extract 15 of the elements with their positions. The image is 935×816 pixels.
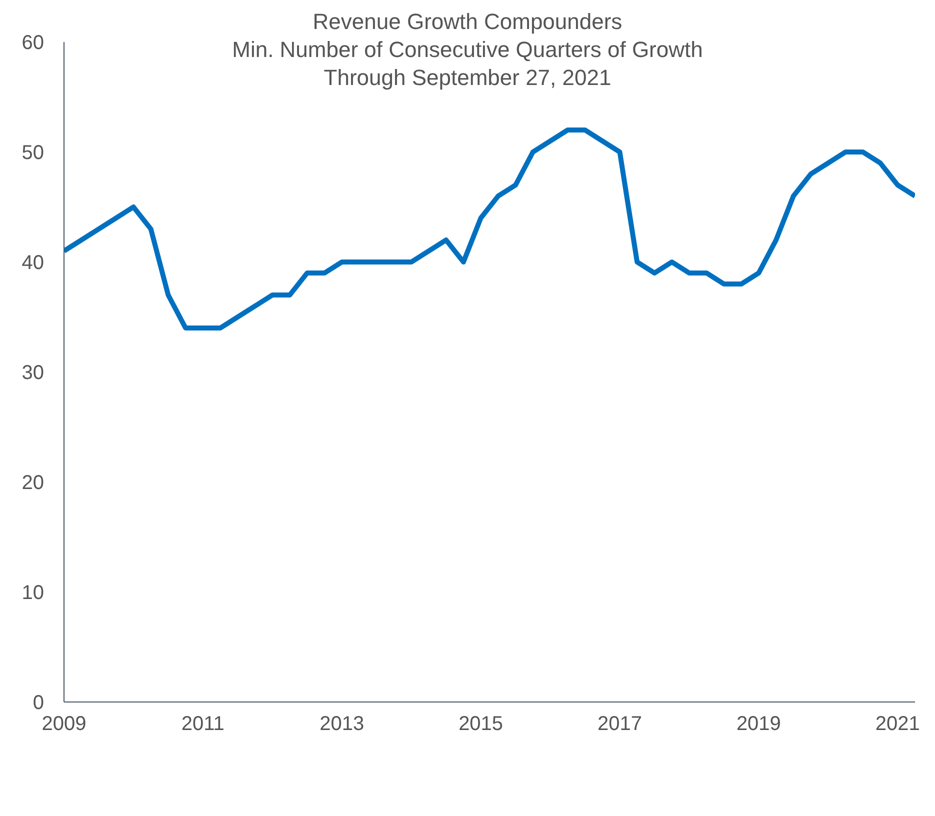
x-tick-label: 2019 <box>736 713 781 736</box>
y-tick-label: 20 <box>22 472 44 494</box>
x-tick-label: 2017 <box>598 713 642 736</box>
y-tick-label: 50 <box>22 142 44 164</box>
x-tick-label: 2011 <box>181 713 224 736</box>
y-tick-label: 30 <box>22 362 44 384</box>
y-tick-label: 40 <box>22 252 44 274</box>
x-tick-label: 2013 <box>320 713 364 736</box>
y-tick-label: 60 <box>22 32 44 54</box>
y-tick-label: 10 <box>22 582 44 604</box>
x-tick-label: 2021 <box>875 713 920 736</box>
x-tick-label: 2009 <box>42 713 86 736</box>
x-tick-label: 2015 <box>458 713 504 736</box>
y-tick-label: 0 <box>32 692 44 714</box>
chart-title: Revenue Growth Compounders Min. Number of Consecutive Quarters of Growth Through September 27, 2021 <box>232 9 703 90</box>
